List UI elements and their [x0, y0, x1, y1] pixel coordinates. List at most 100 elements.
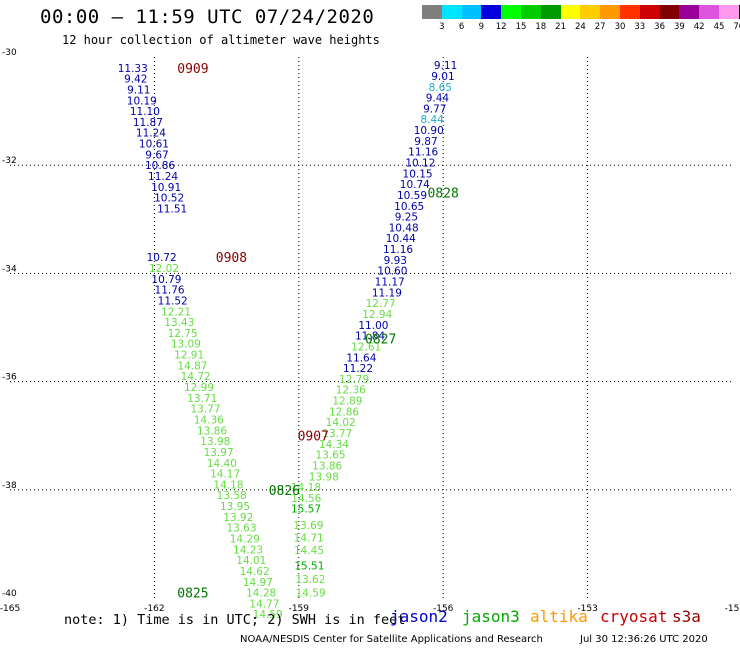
color-swatch — [738, 5, 740, 19]
wave-height-value: 14.87 — [177, 360, 207, 372]
wave-height-value: 12.94 — [362, 309, 392, 321]
wave-height-value: 9.01 — [431, 71, 454, 83]
wave-height-value: 8.65 — [429, 82, 452, 94]
legend-s3a: s3a — [672, 607, 701, 626]
y-tick-label: -36 — [2, 373, 17, 383]
wave-height-value: 11.10 — [130, 106, 160, 118]
wave-height-value: 14.34 — [319, 439, 349, 451]
wave-height-value: 8.44 — [420, 114, 444, 126]
wave-height-value: 11.51 — [157, 203, 187, 215]
pass-time-label: 0825 — [177, 587, 208, 602]
footnote: note: 1) Time is in UTC; 2) SWH is in fe… — [64, 612, 406, 628]
wave-height-value: 12.75 — [168, 328, 198, 340]
x-tick-label: -159 — [289, 604, 310, 614]
color-scale-label: 6 — [458, 22, 465, 32]
wave-height-value: 14.28 — [246, 588, 276, 600]
wave-height-value: 11.22 — [343, 363, 373, 375]
legend-cryosat: cryosat — [600, 607, 668, 626]
wave-height-value: 13.63 — [226, 523, 256, 535]
wave-height-value: 11.84 — [355, 331, 385, 343]
wave-height-value: 11.16 — [408, 147, 438, 159]
wave-height-value: 13.62 — [295, 574, 325, 586]
wave-height-value: 13.86 — [312, 460, 342, 472]
color-swatch — [619, 5, 640, 19]
pass-time-label: 0909 — [177, 62, 208, 77]
wave-height-value: 14.56 — [291, 493, 321, 505]
wave-height-value: 10.12 — [405, 157, 435, 169]
color-swatch — [422, 5, 442, 19]
wave-height-value: 14.02 — [326, 417, 356, 429]
wave-height-value: 14.59 — [253, 609, 283, 621]
chart-subtitle: 12 hour collection of altimeter wave hei… — [62, 33, 380, 47]
wave-height-value: 11.64 — [346, 352, 376, 364]
wave-height-value: 14.17 — [210, 469, 240, 481]
wave-height-value: 12.99 — [184, 382, 214, 394]
wave-height-value: 11.87 — [133, 117, 163, 129]
wave-height-value: 11.24 — [148, 171, 178, 183]
wave-height-value: 11.76 — [155, 285, 185, 297]
wave-height-value: 10.86 — [145, 160, 175, 172]
wave-height-value: 13.43 — [164, 317, 194, 329]
color-swatch — [481, 5, 502, 19]
legend-altika: altika — [530, 607, 588, 626]
wave-height-value: 10.59 — [397, 190, 427, 202]
wave-height-value: 10.79 — [151, 274, 181, 286]
color-scale-label: 45 — [713, 22, 725, 32]
wave-height-value: 12.91 — [174, 350, 204, 362]
color-scale-label: 70 — [733, 22, 740, 32]
wave-height-value: 12.36 — [336, 385, 366, 397]
color-swatch — [560, 5, 581, 19]
wave-height-value: 14.36 — [194, 414, 224, 426]
wave-height-value: 12.02 — [149, 263, 179, 275]
wave-height-value: 14.77 — [249, 598, 279, 610]
wave-height-value: 13.98 — [200, 436, 230, 448]
wave-height-value: 12.86 — [329, 406, 359, 418]
color-scale-label: 42 — [693, 22, 705, 32]
color-scale-label: 33 — [634, 22, 646, 32]
color-scale-label: 15 — [515, 22, 527, 32]
y-tick-label: -30 — [2, 48, 17, 58]
x-tick-label: -165 — [0, 604, 20, 614]
wave-height-value: 11.17 — [375, 277, 405, 289]
color-swatch — [679, 5, 700, 19]
wave-height-value: 14.40 — [207, 458, 237, 470]
color-swatch — [659, 5, 680, 19]
color-swatch — [540, 5, 561, 19]
wave-height-value: 13.71 — [187, 393, 217, 405]
wave-height-value: 14.72 — [181, 371, 211, 383]
wave-height-value: 13.77 — [190, 404, 220, 416]
color-scale-label: 9 — [478, 22, 485, 32]
color-swatch — [600, 5, 620, 19]
x-tick-label: -156 — [433, 604, 454, 614]
x-tick-label: -15 — [725, 604, 740, 614]
color-scale-label: 24 — [574, 22, 586, 32]
color-scale-label: 21 — [555, 22, 567, 32]
wave-height-value: 10.48 — [389, 222, 419, 234]
timestamp: Jul 30 12:36:26 UTC 2020 — [580, 634, 708, 645]
legend-jason2: jason2 — [390, 607, 448, 626]
wave-height-value: 10.60 — [377, 266, 407, 278]
wave-height-value: 11.00 — [358, 320, 388, 332]
wave-height-value: 10.15 — [403, 168, 433, 180]
wave-height-value: 14.23 — [233, 544, 263, 556]
wave-height-value: 9.67 — [145, 149, 168, 161]
y-tick-label: -34 — [2, 264, 17, 274]
wave-height-value: 13.97 — [204, 447, 234, 459]
wave-height-value: 10.19 — [127, 95, 157, 107]
y-tick-label: -40 — [2, 589, 17, 599]
wave-height-value: 11.16 — [383, 244, 413, 256]
wave-height-value: 14.45 — [294, 545, 324, 557]
wave-height-value: 9.25 — [395, 212, 418, 224]
color-scale-label: 18 — [535, 22, 547, 32]
wave-height-value: 11.19 — [372, 287, 402, 299]
wave-height-value: 13.86 — [197, 425, 227, 437]
color-scale-label: 30 — [614, 22, 626, 32]
wave-height-value: 14.18 — [291, 482, 321, 494]
color-scale-label: 3 — [439, 22, 445, 32]
color-swatch — [580, 5, 601, 19]
wave-height-value: 13.95 — [220, 501, 250, 513]
wave-height-value: 12.77 — [366, 298, 396, 310]
wave-height-value: 10.44 — [386, 233, 416, 245]
wave-height-value: 15.57 — [291, 504, 321, 516]
